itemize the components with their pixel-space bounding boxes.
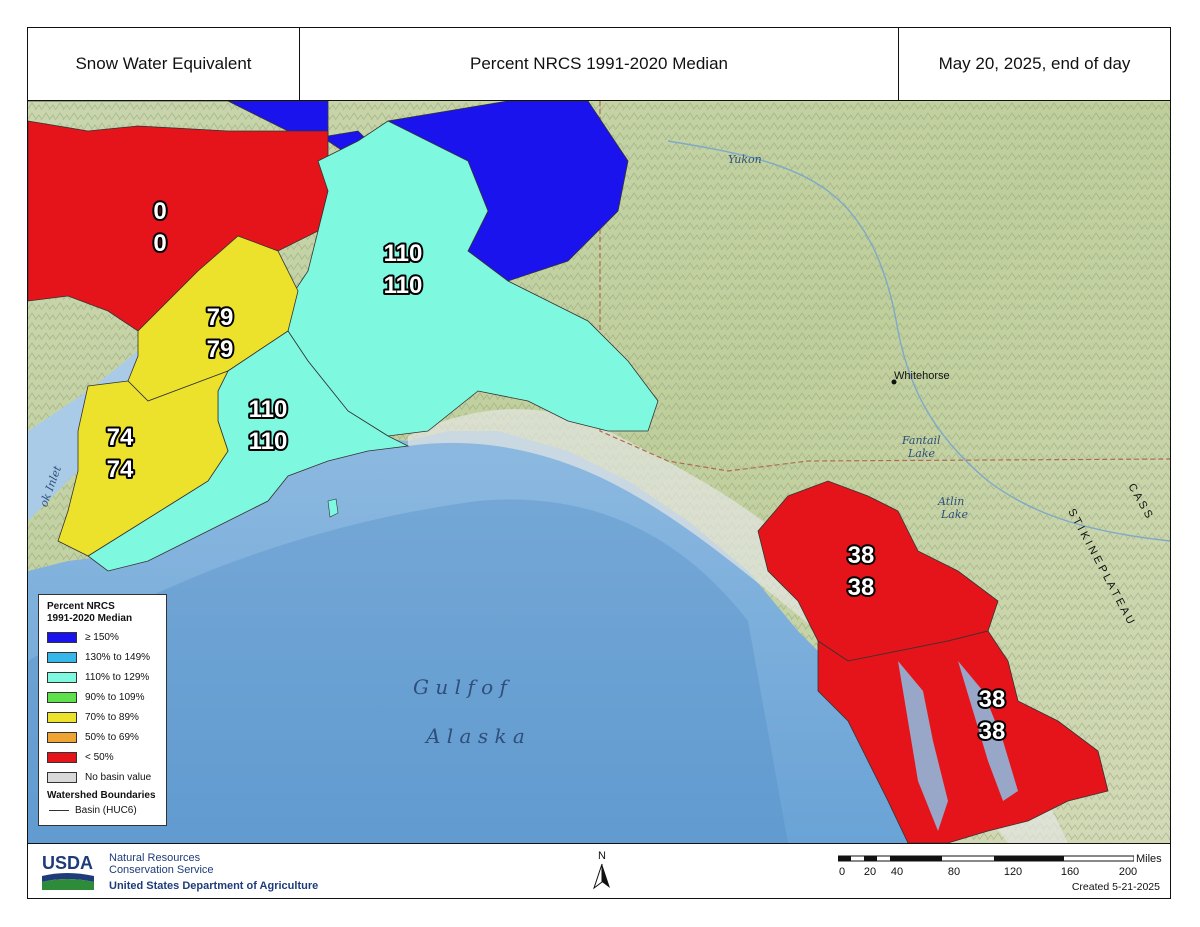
- legend-item: ≥ 150%: [47, 627, 158, 647]
- legend-item: 90% to 109%: [47, 687, 158, 707]
- created-date: Created 5-21-2025: [1071, 881, 1160, 893]
- map-legend: Percent NRCS 1991-2020 Median ≥ 150% 130…: [38, 594, 167, 826]
- legend-watershed-title: Watershed Boundaries: [47, 790, 156, 801]
- svg-text:USDA: USDA: [42, 853, 93, 873]
- sound-water: [898, 661, 1018, 831]
- fantail-lake-label: Lake: [907, 447, 936, 460]
- ocean-trench: [28, 499, 788, 843]
- alaska-label: A l a s k a: [424, 724, 525, 748]
- basin-lt50-southeast-upper[interactable]: [757, 480, 999, 662]
- legend-swatch: [47, 731, 77, 743]
- yukon-label: Yukon: [728, 153, 762, 166]
- svg-text:110: 110: [249, 428, 288, 455]
- legend-swatch: [47, 751, 77, 763]
- svg-text:38: 38: [979, 686, 1006, 713]
- scale-tick: 200: [1118, 866, 1138, 878]
- usda-logo-icon: USDA: [42, 853, 94, 890]
- svg-text:79: 79: [207, 304, 234, 331]
- yukon-river: [667, 140, 1170, 542]
- basin-line-icon: [49, 809, 69, 811]
- agency-name-line1: Natural Resources: [109, 852, 201, 864]
- fantail-label: Fantail: [901, 434, 941, 447]
- legend-label: 70% to 89%: [85, 711, 139, 723]
- scale-bar-graphic: [838, 855, 1134, 862]
- legend-swatch: [47, 711, 77, 723]
- map-footer: USDA Natural Resources Conservation Serv…: [28, 843, 1170, 898]
- small-island: [327, 498, 339, 518]
- gulf-of-label: G u l f o f: [413, 675, 510, 699]
- atlin-label: Atlin: [937, 495, 964, 508]
- basin-label-7: 38 38: [977, 684, 1008, 747]
- legend-subtitle: 1991-2020 Median: [47, 613, 133, 624]
- map-frame: Snow Water Equivalent Percent NRCS 1991-…: [27, 27, 1171, 899]
- whitehorse-marker: [891, 379, 897, 385]
- legend-basin-label: Basin (HUC6): [75, 805, 137, 816]
- scale-tick: 160: [1060, 866, 1080, 878]
- legend-label: ≥ 150%: [85, 631, 119, 643]
- scale-tick: 120: [1003, 866, 1023, 878]
- legend-swatch: [47, 631, 77, 643]
- legend-item: No basin value: [47, 767, 158, 787]
- legend-swatch: [47, 691, 77, 703]
- basin-label-4: 110 110: [247, 394, 290, 457]
- svg-text:74: 74: [107, 456, 134, 483]
- map-canvas[interactable]: 0 0 110 110 79 79 110 110 74 74 38 38: [28, 101, 1170, 843]
- north-arrow: N: [591, 850, 613, 894]
- department-name: United States Department of Agriculture: [109, 880, 319, 892]
- svg-text:0: 0: [153, 198, 166, 225]
- header-date: May 20, 2025, end of day: [938, 54, 1131, 73]
- whitehorse-label: Whitehorse: [894, 370, 950, 382]
- scale-bar: Miles 0 20 40 80 120 160 200: [838, 852, 1162, 896]
- legend-item: 130% to 149%: [47, 647, 158, 667]
- legend-title: Percent NRCS: [47, 601, 115, 612]
- legend-swatch: [47, 671, 77, 683]
- legend-swatch: [47, 651, 77, 663]
- svg-text:74: 74: [107, 424, 134, 451]
- svg-text:110: 110: [249, 396, 288, 423]
- agency-name-line2: Conservation Service: [109, 864, 214, 876]
- basin-lt50-southeast-lower[interactable]: [817, 630, 1109, 843]
- legend-swatch: [47, 771, 77, 783]
- legend-label: 110% to 129%: [85, 671, 150, 683]
- map-header: Snow Water Equivalent Percent NRCS 1991-…: [28, 28, 1170, 101]
- legend-label: 130% to 149%: [85, 651, 151, 663]
- scale-tick: 20: [863, 866, 877, 878]
- legend-basin-item: Basin (HUC6): [47, 805, 158, 816]
- atlin-lake-label: Lake: [940, 508, 969, 521]
- basin-label-3: 79 79: [205, 302, 236, 365]
- basin-label-6: 38 38: [846, 540, 877, 603]
- scale-tick: 0: [838, 866, 846, 878]
- svg-text:110: 110: [384, 272, 423, 299]
- north-arrow-icon: [593, 863, 610, 890]
- header-parameter: Snow Water Equivalent: [28, 28, 300, 100]
- legend-label: 90% to 109%: [85, 691, 145, 703]
- north-label: N: [598, 850, 606, 862]
- svg-text:110: 110: [384, 240, 423, 267]
- scale-tick: 40: [890, 866, 904, 878]
- header-title: Percent NRCS 1991-2020 Median: [300, 28, 899, 100]
- legend-item: 70% to 89%: [47, 707, 158, 727]
- basin-label-1: 0 0: [151, 196, 168, 259]
- agency-block: Natural Resources Conservation Service U…: [109, 852, 318, 892]
- legend-label: < 50%: [85, 751, 114, 763]
- basin-label-2: 110 110: [382, 238, 425, 301]
- legend-label: No basin value: [85, 771, 152, 783]
- svg-text:0: 0: [153, 230, 166, 257]
- svg-text:38: 38: [848, 542, 875, 569]
- legend-item: 110% to 129%: [47, 667, 158, 687]
- scale-tick: 80: [947, 866, 961, 878]
- basin-r70-74[interactable]: [57, 370, 229, 557]
- svg-text:79: 79: [207, 336, 234, 363]
- svg-text:38: 38: [979, 718, 1006, 745]
- basin-label-5: 74 74: [105, 422, 136, 485]
- legend-item: 50% to 69%: [47, 727, 158, 747]
- legend-item: < 50%: [47, 747, 158, 767]
- svg-text:38: 38: [848, 574, 875, 601]
- legend-label: 50% to 69%: [85, 731, 139, 743]
- scale-unit: Miles: [1136, 853, 1162, 865]
